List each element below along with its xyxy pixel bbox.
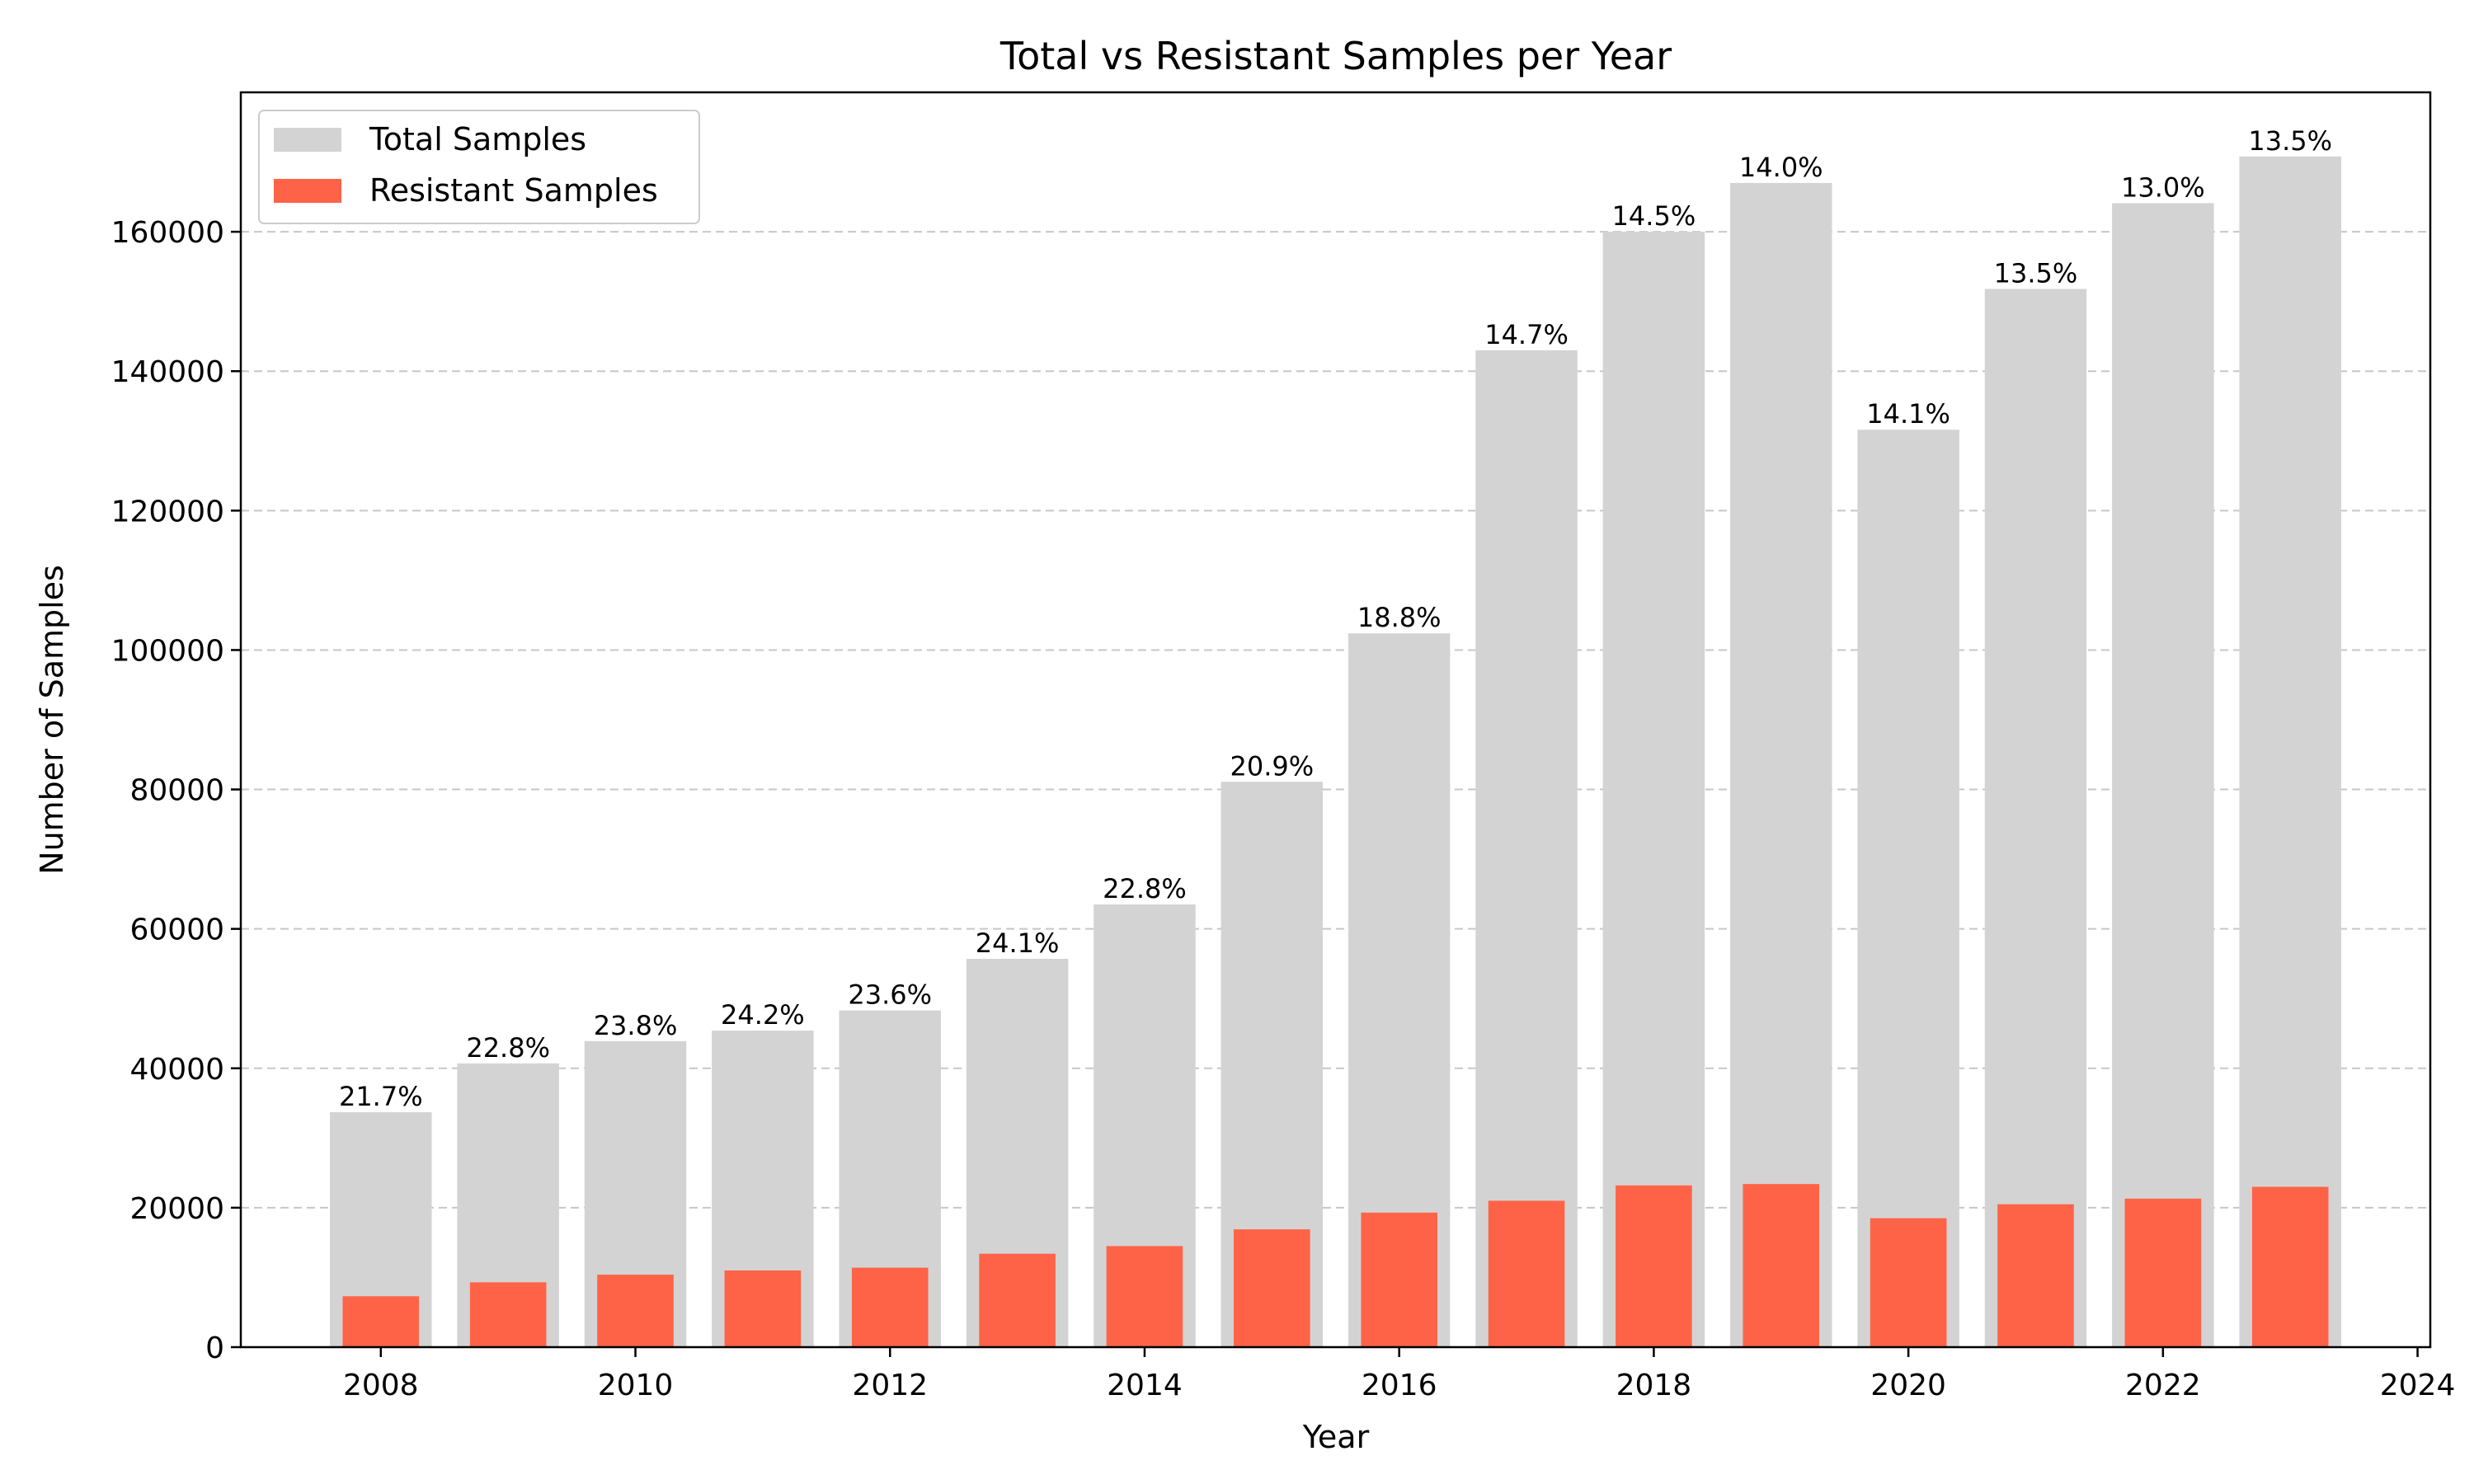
legend-swatch-total [274, 128, 341, 152]
bar-total-samples [1602, 232, 1705, 1348]
bar-resistant-samples [1616, 1185, 1692, 1347]
bar-percent-label: 13.5% [2248, 125, 2332, 157]
bar-total-samples [1475, 350, 1578, 1347]
x-tick-label: 2012 [852, 1369, 928, 1402]
y-tick-label: 0 [205, 1331, 224, 1365]
bar-percent-label: 14.1% [1866, 398, 1950, 430]
x-tick-label: 2010 [598, 1369, 674, 1402]
bar-resistant-samples [1870, 1218, 1947, 1347]
bar-percent-label: 18.8% [1357, 602, 1442, 633]
y-tick-label: 40000 [129, 1053, 224, 1087]
y-tick-label: 100000 [111, 634, 224, 668]
y-tick-label: 160000 [111, 216, 224, 250]
bar-resistant-samples [1234, 1229, 1310, 1347]
legend-label-resistant: Resistant Samples [369, 172, 658, 209]
bar-percent-label: 24.2% [721, 999, 805, 1031]
bar-resistant-samples [2124, 1198, 2202, 1347]
y-tick-label: 20000 [129, 1192, 224, 1226]
y-tick-label: 80000 [129, 774, 224, 808]
bar-resistant-samples [342, 1296, 420, 1347]
bar-percent-label: 13.0% [2121, 171, 2205, 203]
bar-percent-label: 22.8% [466, 1032, 550, 1064]
legend-swatch-resistant [274, 179, 341, 203]
x-tick-label: 2020 [1870, 1369, 1946, 1402]
x-tick-label: 2018 [1616, 1369, 1692, 1402]
bar-percent-label: 14.7% [1484, 319, 1569, 350]
legend-box [258, 110, 700, 224]
plot-frame [239, 91, 2432, 1349]
data-labels: 21.7% 22.8% 23.8% 24.2% 23.6% 24.1% 22.8% 20.9%… [339, 125, 2332, 1112]
x-tick-label: 2024 [2380, 1369, 2456, 1402]
bar-resistant-samples [1106, 1246, 1183, 1347]
bar-total-samples [2112, 203, 2214, 1347]
bar-percent-label: 21.7% [339, 1081, 423, 1112]
y-tick-label: 120000 [111, 495, 224, 528]
y-tick-label: 140000 [111, 355, 224, 389]
y-axis: 0 20000 40000 60000 80000 100000 120000 140000 1… [111, 216, 241, 1365]
bar-resistant-samples [1743, 1184, 1820, 1347]
bar-resistant-samples [1488, 1200, 1565, 1347]
bar-percent-label: 23.6% [848, 979, 932, 1011]
chart-title: Total vs Resistant Samples per Year [999, 34, 1672, 78]
y-tick-label: 60000 [129, 913, 224, 947]
x-tick-label: 2016 [1362, 1369, 1437, 1402]
bar-percent-label: 24.1% [976, 928, 1060, 959]
legend: Total Samples Resistant Samples [258, 110, 700, 224]
bar-resistant-samples [597, 1275, 674, 1347]
bars [330, 156, 2341, 1348]
bar-percent-label: 23.8% [594, 1010, 678, 1041]
bar-resistant-samples [724, 1270, 802, 1347]
bar-percent-label: 20.9% [1230, 750, 1314, 782]
y-axis-title: Number of Samples [34, 565, 70, 875]
bar-percent-label: 22.8% [1103, 873, 1187, 904]
x-axis-title: Year [1302, 1419, 1370, 1455]
bar-resistant-samples [1997, 1204, 2074, 1347]
bar-resistant-samples [1361, 1212, 1437, 1347]
bar-percent-label: 14.0% [1739, 152, 1823, 183]
bar-percent-label: 13.5% [1994, 257, 2078, 289]
legend-label-total: Total Samples [369, 121, 586, 157]
bar-percent-label: 14.5% [1612, 200, 1696, 232]
x-tick-label: 2022 [2125, 1369, 2201, 1402]
x-tick-label: 2014 [1107, 1369, 1183, 1402]
bar-total-samples [1730, 182, 1832, 1347]
x-axis: 2008 2010 2012 2014 2016 2018 2020 2022 2024 [343, 1347, 2455, 1402]
bar-total-samples [1984, 289, 2087, 1347]
bar-resistant-samples [469, 1282, 547, 1347]
x-tick-label: 2008 [343, 1369, 419, 1402]
bar-resistant-samples [979, 1253, 1056, 1347]
bar-resistant-samples [851, 1267, 929, 1347]
bar-total-samples [2239, 156, 2341, 1347]
bar-resistant-samples [2251, 1186, 2329, 1347]
bar-total-samples [1857, 430, 1959, 1347]
